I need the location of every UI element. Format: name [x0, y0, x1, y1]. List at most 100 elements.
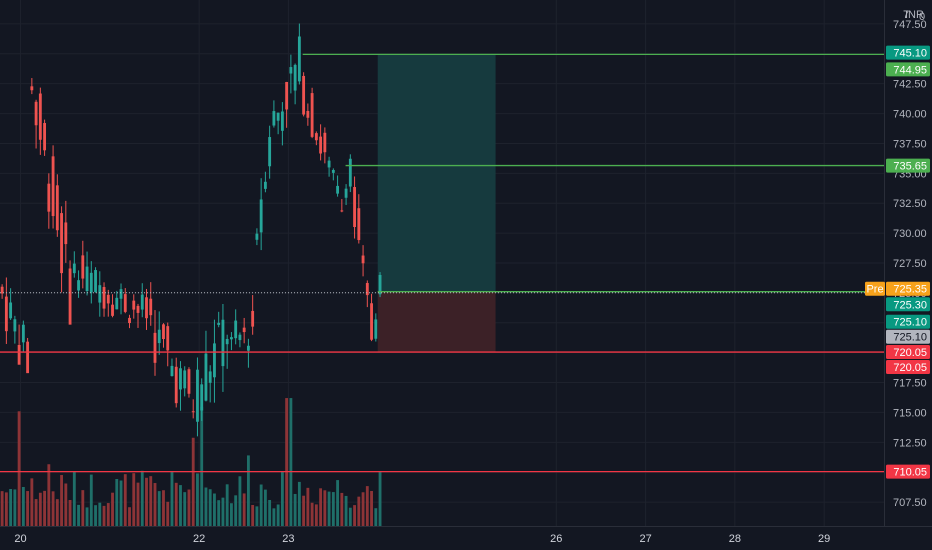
- candle-body: [297, 36, 301, 82]
- volume-bar: [30, 478, 34, 526]
- volume-bar: [128, 507, 131, 526]
- candle-body: [323, 132, 327, 153]
- volume-bars: [0, 398, 382, 526]
- candle-body: [77, 280, 80, 291]
- volume-bar: [357, 496, 361, 526]
- volume-bar: [208, 489, 212, 526]
- candle-body: [357, 208, 361, 241]
- price-tag-bg: [886, 360, 930, 375]
- price-tag-bg: [886, 297, 930, 312]
- volume-bar: [55, 499, 59, 526]
- candle-body: [0, 286, 4, 294]
- price-720-05-b: 720.05: [886, 360, 930, 375]
- volume-bar: [251, 505, 255, 526]
- price-axis-top-tick-b: 0: [919, 11, 925, 23]
- candle-body: [302, 75, 306, 115]
- volume-bar: [276, 504, 280, 526]
- candle-body: [115, 297, 119, 310]
- candle-body: [68, 268, 72, 325]
- price-tick-label: 717.50: [893, 378, 927, 390]
- volume-bar: [34, 499, 38, 526]
- volume-bar: [361, 492, 365, 526]
- candle-body: [280, 111, 284, 131]
- volume-bar: [327, 491, 331, 526]
- price-tick-label: 747.50: [893, 19, 927, 31]
- volume-bar: [353, 505, 356, 526]
- price-745-10: 745.10: [886, 45, 930, 60]
- candle-body: [191, 411, 195, 413]
- volume-bar: [344, 495, 348, 526]
- volume-bar: [64, 483, 68, 526]
- volume-bar: [21, 486, 25, 526]
- price-tag-bg: [886, 314, 930, 329]
- position-zones: [377, 54, 496, 353]
- candle-body: [251, 310, 255, 327]
- candle-body: [153, 332, 157, 363]
- candle-body: [85, 266, 89, 292]
- price-725-35: 725.35 Pre: [865, 281, 930, 296]
- price-tag-text: 720.05: [893, 347, 927, 359]
- price-tick-label: 742.50: [893, 79, 927, 91]
- volume-bar: [272, 508, 276, 526]
- volume-bar: [60, 475, 63, 526]
- volume-bar: [115, 478, 119, 526]
- price-tag-text: 720.05: [893, 362, 927, 374]
- candle-body: [213, 343, 216, 378]
- candle-body: [183, 370, 187, 389]
- volume-bar: [246, 455, 250, 526]
- horizontal-lines[interactable]: [0, 53, 884, 473]
- price-axis-top-tick: 7: [903, 9, 909, 21]
- candle-body: [370, 303, 373, 340]
- volume-bar: [94, 505, 97, 526]
- candle-body: [230, 337, 233, 340]
- candle-body: [221, 319, 225, 367]
- volume-bar: [183, 492, 187, 526]
- candle-body: [289, 67, 293, 74]
- volume-bar: [13, 489, 17, 526]
- volume-bar: [102, 505, 106, 526]
- volume-bar: [319, 488, 323, 526]
- volume-bar: [230, 503, 233, 526]
- candle-body: [365, 283, 369, 296]
- price-735-65: 735.65: [886, 158, 930, 173]
- volume-bar: [242, 493, 246, 526]
- candle-body: [106, 294, 110, 304]
- candle-body: [34, 101, 38, 126]
- candle-body: [166, 326, 170, 351]
- candle-body: [336, 185, 340, 194]
- price-tag-bg: [886, 329, 930, 344]
- volume-bar: [162, 490, 165, 526]
- candle-body: [174, 366, 178, 404]
- time-axis-labels[interactable]: 20 22 23 26 27 28 29: [14, 533, 830, 545]
- volume-bar: [213, 493, 216, 526]
- price-tag-bg: [886, 62, 930, 77]
- candle-body: [72, 263, 76, 274]
- volume-bar: [348, 507, 352, 526]
- volume-bar: [225, 484, 229, 526]
- volume-bar: [238, 476, 242, 526]
- candle-body: [268, 137, 272, 167]
- candle-body: [319, 136, 323, 154]
- volume-bar: [268, 499, 272, 526]
- price-tag-prefix: Pre: [866, 284, 883, 296]
- volume-bar: [255, 506, 259, 526]
- target-zone: [377, 54, 496, 292]
- candle-body: [43, 123, 47, 151]
- volume-bar: [132, 473, 136, 526]
- candle-body: [208, 371, 212, 383]
- currency-label: INR: [905, 9, 924, 21]
- volume-bar: [200, 406, 204, 526]
- volume-bar: [204, 487, 208, 526]
- volume-bar: [81, 490, 85, 526]
- candle-body: [344, 188, 348, 198]
- volume-bar: [187, 489, 191, 526]
- price-tag-bg: [886, 464, 930, 479]
- volume-bar: [217, 500, 221, 526]
- price-tick-label: 740.00: [893, 109, 927, 121]
- price-tag-text: 744.95: [893, 64, 927, 76]
- candle-body: [179, 368, 182, 390]
- candle-body: [285, 81, 289, 110]
- price-tag-bg: [886, 158, 930, 173]
- volume-bar: [280, 471, 284, 526]
